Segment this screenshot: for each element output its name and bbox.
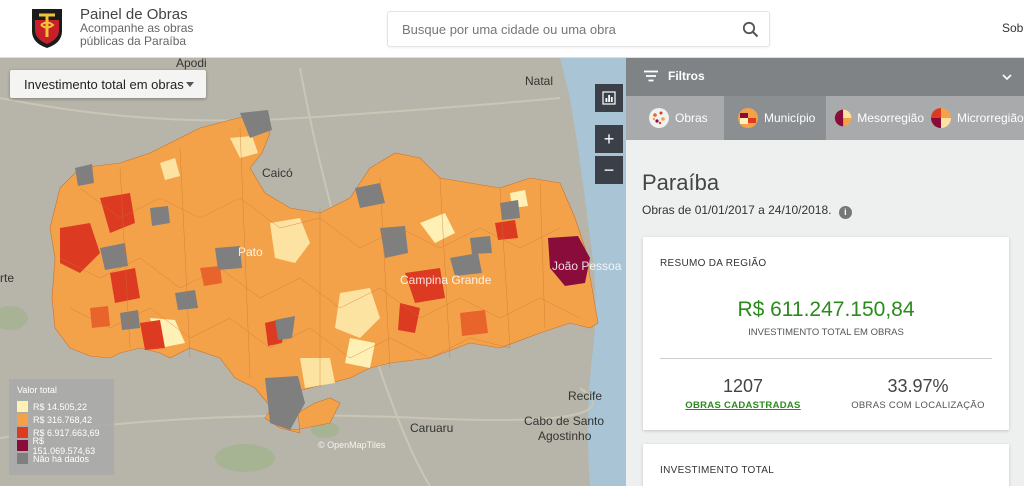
caret-down-icon bbox=[186, 82, 194, 87]
summary-heading: RESUMO DA REGIÃO bbox=[660, 258, 767, 269]
side-panel: Filtros Obras Município bbox=[626, 58, 1024, 486]
legend-title: Valor total bbox=[17, 385, 57, 395]
search-box[interactable] bbox=[387, 11, 770, 47]
bar-chart-icon bbox=[602, 91, 616, 105]
legend-item: R$ 14.505,22 bbox=[17, 400, 106, 413]
mesoregion-icon bbox=[834, 109, 852, 127]
map-label-rte: rte bbox=[0, 271, 15, 285]
municipality-icon bbox=[738, 108, 758, 128]
card-divider bbox=[660, 358, 992, 359]
tab-microrregiao[interactable]: Microrregião bbox=[924, 96, 1024, 140]
investment-card: INVESTIMENTO TOTAL bbox=[643, 444, 1009, 486]
region-type-tabs: Obras Município Mesorregião bbox=[626, 96, 1024, 140]
map-label-apodi: Apodi bbox=[176, 58, 207, 70]
legend-item-label: R$ 14.505,22 bbox=[33, 401, 88, 412]
tab-obras[interactable]: Obras bbox=[626, 96, 724, 140]
legend-swatch bbox=[17, 427, 28, 438]
search-icon[interactable] bbox=[742, 21, 759, 38]
tab-label: Microrregião bbox=[957, 111, 1024, 125]
legend-item: Não há dados bbox=[17, 452, 106, 465]
choropleth-map[interactable]: Investimento total em obras + − Apodi Na… bbox=[0, 58, 626, 486]
info-icon[interactable]: i bbox=[838, 206, 852, 219]
map-label-cabo: Cabo de Santo bbox=[524, 414, 605, 428]
legend-swatch bbox=[17, 401, 28, 412]
region-period: Obras de 01/01/2017 a 24/10/2018. i bbox=[642, 203, 852, 219]
chevron-down-icon[interactable] bbox=[1002, 72, 1012, 82]
works-icon bbox=[649, 108, 669, 128]
works-link[interactable]: OBRAS CADASTRADAS bbox=[685, 400, 801, 411]
app-subtitle: Acompanhe as obras públicas da Paraíba bbox=[80, 21, 194, 48]
legend-item-label: R$ 6.917.663,69 bbox=[33, 427, 100, 438]
layer-select-label: Investimento total em obras bbox=[24, 77, 184, 92]
filters-bar[interactable]: Filtros bbox=[626, 58, 1024, 96]
microregion-icon bbox=[931, 108, 951, 128]
legend-item: R$ 151.069.574,63 bbox=[17, 436, 106, 456]
map-label-joao-pessoa: João Pessoa bbox=[552, 259, 622, 273]
top-header: Painel de Obras Acompanhe as obras públi… bbox=[0, 0, 1024, 58]
coat-of-arms-logo[interactable] bbox=[30, 7, 64, 49]
chart-toggle-button[interactable] bbox=[595, 84, 623, 112]
map-legend: Valor total R$ 14.505,22 R$ 316.768,42 R… bbox=[9, 379, 114, 475]
filters-label: Filtros bbox=[668, 69, 705, 83]
map-label-caruaru: Caruaru bbox=[410, 421, 454, 435]
layer-select-dropdown[interactable]: Investimento total em obras bbox=[10, 70, 206, 98]
location-label: OBRAS COM LOCALIZAÇÃO bbox=[851, 400, 985, 411]
map-label-patos: Pato bbox=[238, 245, 263, 259]
legend-item-label: R$ 316.768,42 bbox=[33, 414, 93, 425]
location-percent: 33.97% bbox=[887, 376, 949, 396]
map-label-campina-grande: Campina Grande bbox=[400, 273, 492, 287]
region-title: Paraíba bbox=[642, 170, 720, 195]
tab-mesorregiao[interactable]: Mesorregião bbox=[826, 96, 924, 140]
legend-item-label: Não há dados bbox=[33, 453, 90, 464]
tab-label: Município bbox=[764, 111, 816, 125]
summary-card: RESUMO DA REGIÃO R$ 611.247.150,84 INVES… bbox=[643, 237, 1009, 430]
zoom-in-button[interactable]: + bbox=[595, 125, 623, 153]
map-label-recife: Recife bbox=[568, 389, 603, 403]
filter-icon bbox=[644, 70, 658, 82]
map-label-caico: Caicó bbox=[262, 166, 293, 180]
legend-swatch bbox=[17, 414, 28, 425]
works-count: 1207 bbox=[722, 376, 764, 396]
total-investment-value: R$ 611.247.150,84 bbox=[737, 298, 915, 321]
search-input[interactable] bbox=[402, 22, 722, 37]
works-link-wrap: OBRAS CADASTRADAS bbox=[643, 400, 843, 411]
tab-label: Obras bbox=[675, 111, 708, 125]
tab-label: Mesorregião bbox=[857, 111, 924, 125]
tab-municipio[interactable]: Município bbox=[724, 96, 826, 140]
map-attribution[interactable]: © OpenMapTiles bbox=[318, 440, 386, 450]
about-link[interactable]: Sobr bbox=[1002, 21, 1024, 35]
legend-item: R$ 6.917.663,69 bbox=[17, 426, 106, 439]
total-investment-label: INVESTIMENTO TOTAL EM OBRAS bbox=[748, 327, 904, 338]
map-label-natal: Natal bbox=[525, 74, 554, 88]
legend-swatch bbox=[17, 453, 28, 464]
period-text: Obras de 01/01/2017 a 24/10/2018. bbox=[642, 203, 832, 217]
zoom-out-button[interactable]: − bbox=[595, 156, 623, 184]
investment-heading: INVESTIMENTO TOTAL bbox=[660, 465, 775, 476]
legend-swatch bbox=[17, 440, 28, 451]
map-label-agostinho: Agostinho bbox=[538, 429, 592, 443]
app-title[interactable]: Painel de Obras bbox=[80, 6, 188, 23]
legend-item: R$ 316.768,42 bbox=[17, 413, 106, 426]
legend-item-label: R$ 151.069.574,63 bbox=[32, 435, 96, 456]
